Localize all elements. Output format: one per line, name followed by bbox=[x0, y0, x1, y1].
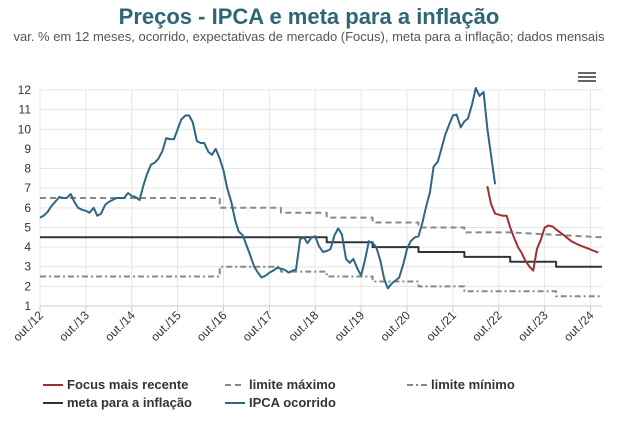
legend-limite-maximo-label: limite máximo bbox=[249, 377, 336, 392]
legend-focus[interactable]: Focus mais recente bbox=[43, 376, 223, 394]
y-tick-label: 9 bbox=[24, 142, 31, 156]
legend-ipca[interactable]: IPCA ocorrido bbox=[225, 394, 385, 412]
x-tick-label: out./15 bbox=[148, 308, 184, 344]
y-tick-label: 12 bbox=[18, 83, 32, 97]
y-tick-label: 3 bbox=[24, 260, 31, 274]
legend-meta[interactable]: meta para a inflação bbox=[43, 394, 223, 412]
grid-lines bbox=[39, 89, 602, 307]
y-tick-label: 10 bbox=[18, 122, 32, 136]
x-tick-label: out./21 bbox=[423, 308, 459, 344]
x-tick-label: out./13 bbox=[56, 308, 92, 344]
x-tick-label: out./17 bbox=[240, 308, 276, 344]
y-tick-label: 11 bbox=[19, 103, 32, 117]
legend-limite-minimo-label: limite mínimo bbox=[431, 377, 515, 392]
x-tick-label: out./19 bbox=[331, 308, 367, 344]
legend-limite-minimo[interactable]: limite mínimo bbox=[407, 376, 567, 394]
y-tick-label: 6 bbox=[24, 201, 31, 215]
x-tick-label: out./23 bbox=[515, 308, 551, 344]
hamburger-menu-icon[interactable] bbox=[578, 70, 596, 84]
series-lines bbox=[39, 87, 603, 298]
legend-meta-label: meta para a inflação bbox=[67, 395, 192, 410]
x-tick-label: out./22 bbox=[469, 308, 505, 344]
legend-limite-maximo[interactable]: limite máximo bbox=[225, 376, 385, 394]
legend-focus-label: Focus mais recente bbox=[67, 377, 189, 392]
y-tick-label: 5 bbox=[24, 220, 31, 234]
x-tick-label: out./20 bbox=[377, 308, 413, 344]
series-line-0[interactable] bbox=[486, 185, 599, 272]
chart-subtitle: var. % em 12 meses, ocorrido, expectativ… bbox=[13, 29, 605, 44]
chart-title: Preços - IPCA e meta para a inflação bbox=[118, 4, 500, 29]
y-tick-label: 4 bbox=[24, 240, 31, 254]
series-line-3[interactable] bbox=[40, 236, 602, 268]
y-tick-label: 1 bbox=[24, 299, 31, 313]
x-axis: out./12 out./13 out./14 out./15 out./16 out./… bbox=[10, 305, 602, 344]
y-tick-label: 2 bbox=[24, 279, 31, 293]
x-tick-label: out./18 bbox=[286, 308, 322, 344]
x-tick-label: out./24 bbox=[561, 308, 597, 344]
legend-ipca-label: IPCA ocorrido bbox=[249, 395, 336, 410]
x-tick-label: out./12 bbox=[10, 308, 46, 344]
series-line-2[interactable] bbox=[40, 265, 602, 298]
y-tick-label: 7 bbox=[24, 181, 31, 195]
series-line-4[interactable] bbox=[39, 87, 497, 290]
x-tick-label: out./16 bbox=[194, 308, 230, 344]
y-tick-label: 8 bbox=[24, 162, 31, 176]
series-line-1[interactable] bbox=[40, 197, 603, 239]
x-tick-label: out./14 bbox=[102, 308, 138, 344]
